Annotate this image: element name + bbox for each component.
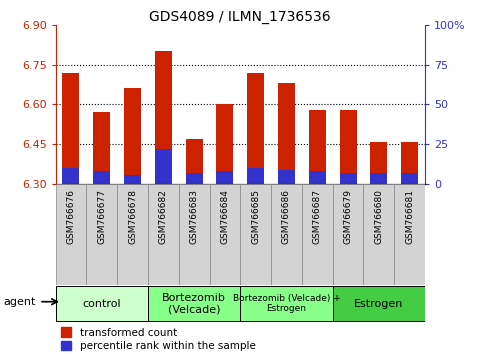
FancyBboxPatch shape: [333, 286, 425, 321]
Text: agent: agent: [3, 297, 36, 307]
Text: Estrogen: Estrogen: [354, 298, 403, 309]
FancyBboxPatch shape: [210, 184, 240, 285]
Text: GSM766681: GSM766681: [405, 189, 414, 244]
FancyBboxPatch shape: [56, 184, 86, 285]
Text: GSM766678: GSM766678: [128, 189, 137, 244]
Bar: [185, 139, 202, 184]
Bar: [155, 51, 172, 184]
FancyBboxPatch shape: [364, 184, 394, 285]
Text: GSM766682: GSM766682: [159, 189, 168, 244]
FancyBboxPatch shape: [148, 184, 179, 285]
Bar: [370, 142, 387, 184]
Bar: [278, 83, 295, 184]
Bar: [340, 110, 356, 184]
Bar: [124, 88, 141, 184]
FancyBboxPatch shape: [240, 286, 333, 321]
Bar: [340, 173, 356, 184]
Bar: [93, 171, 110, 184]
FancyBboxPatch shape: [240, 184, 271, 285]
FancyBboxPatch shape: [179, 184, 210, 285]
Bar: [309, 110, 326, 184]
Title: GDS4089 / ILMN_1736536: GDS4089 / ILMN_1736536: [149, 10, 331, 24]
Text: control: control: [83, 298, 121, 309]
Legend: transformed count, percentile rank within the sample: transformed count, percentile rank withi…: [61, 327, 256, 351]
Bar: [62, 73, 79, 184]
FancyBboxPatch shape: [394, 184, 425, 285]
Text: GSM766684: GSM766684: [220, 189, 229, 244]
FancyBboxPatch shape: [271, 184, 302, 285]
FancyBboxPatch shape: [117, 184, 148, 285]
FancyBboxPatch shape: [302, 184, 333, 285]
Text: GSM766687: GSM766687: [313, 189, 322, 244]
Bar: [401, 142, 418, 184]
Text: GSM766680: GSM766680: [374, 189, 384, 244]
FancyBboxPatch shape: [86, 184, 117, 285]
Bar: [216, 171, 233, 184]
Text: GSM766677: GSM766677: [97, 189, 106, 244]
FancyBboxPatch shape: [333, 184, 364, 285]
Bar: [309, 171, 326, 184]
Bar: [278, 170, 295, 184]
Bar: [93, 112, 110, 184]
Bar: [155, 149, 172, 184]
Bar: [370, 173, 387, 184]
Text: Bortezomib
(Velcade): Bortezomib (Velcade): [162, 293, 226, 314]
Bar: [216, 104, 233, 184]
Text: GSM766683: GSM766683: [190, 189, 199, 244]
FancyBboxPatch shape: [148, 286, 240, 321]
Text: Bortezomib (Velcade) +
Estrogen: Bortezomib (Velcade) + Estrogen: [233, 294, 341, 313]
Text: GSM766686: GSM766686: [282, 189, 291, 244]
Bar: [247, 168, 264, 184]
Bar: [247, 73, 264, 184]
Bar: [185, 173, 202, 184]
FancyBboxPatch shape: [56, 286, 148, 321]
Text: GSM766679: GSM766679: [343, 189, 353, 244]
Bar: [62, 168, 79, 184]
Bar: [401, 173, 418, 184]
Text: GSM766685: GSM766685: [251, 189, 260, 244]
Text: GSM766676: GSM766676: [67, 189, 75, 244]
Bar: [124, 175, 141, 184]
